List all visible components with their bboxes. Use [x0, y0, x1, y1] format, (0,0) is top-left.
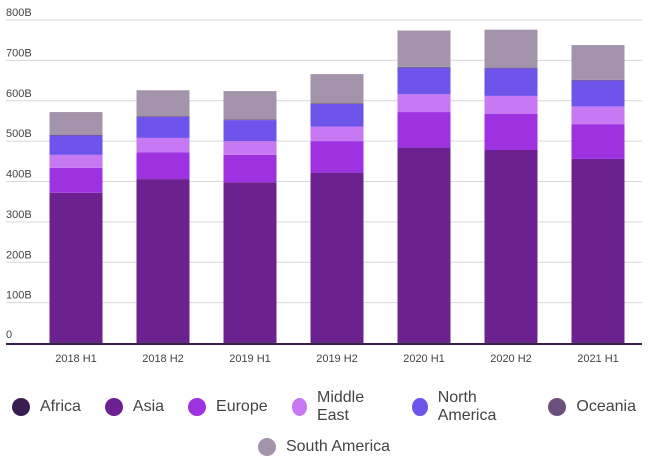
- bar-segment-africa: [136, 342, 190, 343]
- legend-label: Europe: [216, 398, 268, 415]
- bar-segment-asia: [310, 172, 364, 343]
- bar-segment-oceania: [223, 119, 277, 121]
- bar-segment-middle-east: [136, 137, 190, 153]
- bar-segment-asia: [484, 150, 538, 343]
- bar-segment-south-america: [223, 91, 277, 120]
- bar-segment-africa: [571, 342, 625, 343]
- bar-segment-europe: [397, 112, 451, 148]
- bar-segment-oceania: [571, 79, 625, 81]
- legend-swatch-icon: [291, 398, 307, 416]
- bar-segment-middle-east: [571, 106, 625, 125]
- bar-segment-africa: [223, 342, 277, 343]
- legend-item-africa[interactable]: Africa: [12, 398, 81, 416]
- legend-label: Africa: [40, 398, 81, 415]
- legend-row-1: Africa Asia Europe Middle East North America…: [0, 389, 648, 424]
- bar-segment-south-america: [310, 74, 364, 104]
- bar-segment-asia: [571, 158, 625, 343]
- bar-segment-middle-east: [397, 94, 451, 113]
- bar-segment-asia: [49, 192, 103, 343]
- x-tick-label: 2019 H1: [229, 353, 271, 365]
- y-tick-label: 700B: [6, 47, 32, 59]
- legend-swatch-icon: [412, 398, 428, 416]
- x-tick-label: 2020 H1: [403, 353, 445, 365]
- bar-segment-south-america: [136, 90, 190, 117]
- x-tick-label: 2019 H2: [316, 353, 358, 365]
- legend-item-south-america[interactable]: South America: [257, 438, 391, 456]
- bar-segment-north-america: [571, 80, 625, 107]
- bar-segment-europe: [571, 124, 625, 159]
- x-tick-label: 2018 H1: [55, 353, 97, 365]
- bar-segment-north-america: [136, 116, 190, 138]
- bar-segment-oceania: [397, 66, 451, 68]
- x-axis-labels: 2018 H1 2018 H2 2019 H1 2019 H2 2020 H1 2020 …: [55, 353, 619, 365]
- y-tick-label: 200B: [6, 249, 32, 261]
- y-tick-label: 500B: [6, 128, 32, 140]
- legend-swatch-icon: [104, 398, 123, 416]
- bar-segment-asia: [397, 147, 451, 343]
- bar-segment-oceania: [310, 103, 364, 104]
- bar-segment-north-america: [49, 135, 103, 155]
- legend-item-north-america[interactable]: North America: [412, 389, 524, 425]
- bar-segment-asia: [223, 182, 277, 343]
- bar-segment-asia: [136, 179, 190, 343]
- bar-segment-middle-east: [310, 126, 364, 142]
- legend-swatch-icon: [12, 398, 30, 416]
- legend-label: North America: [437, 389, 497, 424]
- y-axis-labels: 0 100B 200B 300B 400B 500B 600B 700B 800B: [6, 7, 32, 341]
- bar-segment-south-america: [484, 29, 538, 68]
- bar-segment-middle-east: [484, 95, 538, 114]
- bar-segment-africa: [49, 342, 103, 343]
- bar-segment-africa: [397, 342, 451, 343]
- bar-segment-europe: [49, 167, 103, 193]
- bar-segment-south-america: [571, 45, 625, 80]
- bar-segment-north-america: [484, 68, 538, 96]
- legend-label: Oceania: [576, 398, 636, 415]
- legend-row-2: South America: [0, 436, 648, 458]
- bar-segment-europe: [223, 154, 277, 183]
- y-tick-label: 600B: [6, 88, 32, 100]
- bar-segment-africa: [484, 342, 538, 343]
- legend-label: South America: [285, 438, 391, 455]
- bar-segment-europe: [310, 141, 364, 173]
- legend-swatch-icon: [188, 398, 207, 416]
- legend-label: Asia: [132, 398, 165, 415]
- bar-segment-north-america: [310, 103, 364, 127]
- x-tick-label: 2020 H2: [490, 353, 532, 365]
- y-tick-label: 800B: [6, 7, 32, 19]
- bar-segment-africa: [310, 342, 364, 343]
- y-tick-label: 300B: [6, 209, 32, 221]
- x-tick-label: 2021 H1: [577, 353, 619, 365]
- bar-segment-south-america: [49, 112, 103, 135]
- bar-segment-middle-east: [49, 154, 103, 168]
- legend-item-europe[interactable]: Europe: [188, 398, 268, 416]
- bar-segment-oceania: [136, 116, 190, 117]
- x-tick-label: 2018 H2: [142, 353, 184, 365]
- bar-segment-north-america: [223, 120, 277, 142]
- bar-segment-europe: [484, 113, 538, 151]
- legend-swatch-icon: [548, 398, 567, 416]
- bar-segment-north-america: [397, 67, 451, 95]
- bar-segment-south-america: [397, 30, 451, 67]
- legend-label: Middle East: [316, 389, 365, 424]
- bar-segment-oceania: [484, 67, 538, 69]
- bar-segment-europe: [136, 152, 190, 180]
- y-tick-label: 100B: [6, 290, 32, 302]
- y-tick-label: 400B: [6, 169, 32, 181]
- bar-segment-oceania: [49, 134, 103, 136]
- y-tick-label: 0: [6, 329, 12, 341]
- legend-item-asia[interactable]: Asia: [104, 398, 165, 416]
- legend-item-middle-east[interactable]: Middle East: [291, 389, 389, 425]
- bar-segment-middle-east: [223, 141, 277, 155]
- bars: [49, 29, 625, 343]
- legend-swatch-icon: [257, 438, 276, 456]
- legend-item-oceania[interactable]: Oceania: [548, 398, 636, 416]
